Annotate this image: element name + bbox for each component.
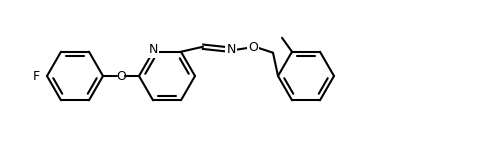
Text: O: O <box>248 41 258 54</box>
Text: N: N <box>148 43 158 56</box>
Text: F: F <box>33 69 40 83</box>
Text: O: O <box>116 69 126 83</box>
Text: N: N <box>226 43 236 56</box>
